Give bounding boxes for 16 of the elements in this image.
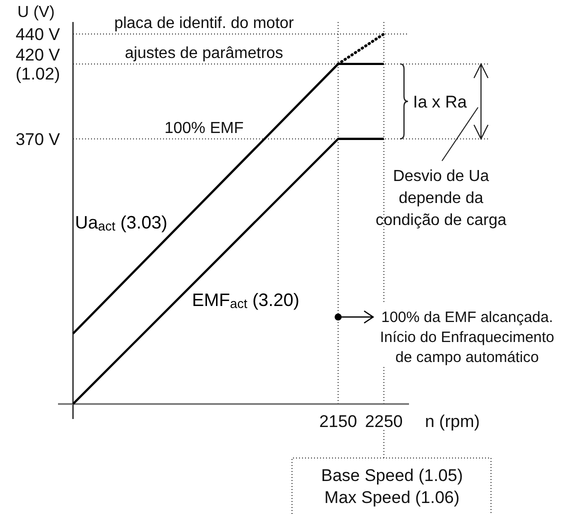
ref-line-label: ajustes de parâmetros — [124, 44, 284, 62]
y-tick-label: 440 V — [16, 24, 61, 44]
y-tick-label: 420 V (1.02) — [16, 45, 61, 84]
y-tick-label: 370 V — [16, 130, 61, 149]
x-tick-label: 2150 — [319, 412, 358, 431]
text: Ia x Ra — [413, 92, 468, 112]
ref-line-label: 100% EMF — [164, 120, 244, 137]
ref-line-label: placa de identif. do motor — [114, 14, 295, 32]
x-tick-label: 2250 — [364, 412, 403, 431]
x-axis-title: n (rpm) — [425, 412, 480, 431]
y-axis-title: U (V) — [17, 4, 55, 21]
series-label: Ua$_{act}$ (3.03) — [75, 212, 168, 233]
annotation: 100% da EMF alcançada. Início do Enfraquecimento de campo automático — [380, 309, 554, 366]
annotation: Desvio de Ua depende da condição de carga — [376, 168, 506, 229]
text: Base Speed (1.05) Max Speed (1.06) — [321, 466, 463, 507]
series-label: EMF$_{act}$ (3.20) — [192, 290, 300, 310]
